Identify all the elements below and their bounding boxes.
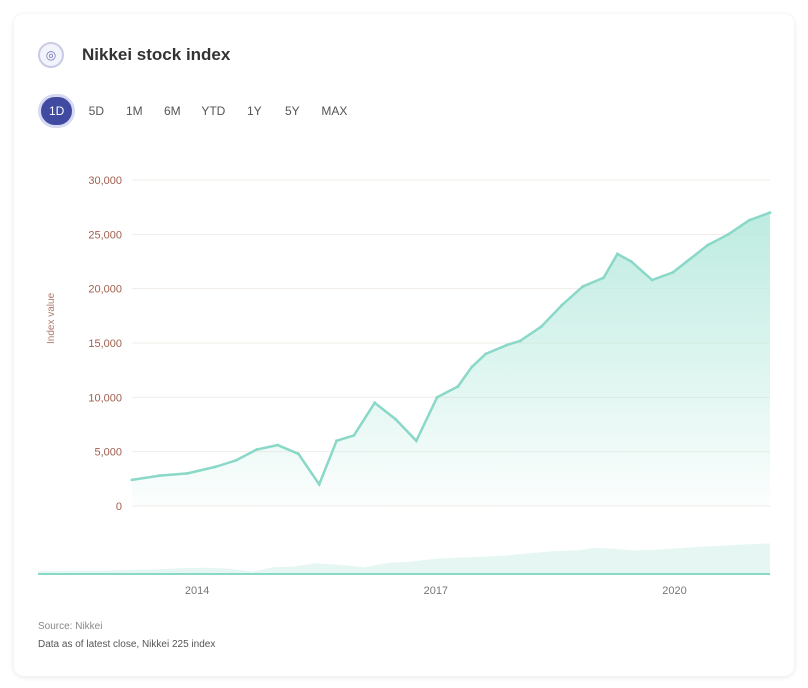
y-tick-label: 25,000 bbox=[88, 229, 122, 241]
data-point bbox=[539, 325, 543, 329]
data-point bbox=[747, 218, 751, 222]
data-point bbox=[650, 278, 654, 282]
data-point bbox=[581, 284, 585, 288]
range-button-1m[interactable]: 1M bbox=[126, 104, 143, 118]
range-button-max[interactable]: MAX bbox=[321, 104, 348, 118]
index-icon: ◎ bbox=[38, 42, 64, 68]
data-point bbox=[706, 243, 710, 247]
data-point bbox=[435, 395, 439, 399]
data-point bbox=[629, 260, 633, 263]
data-point bbox=[335, 439, 339, 443]
data-point bbox=[456, 384, 460, 388]
data-point bbox=[414, 439, 418, 443]
data-point bbox=[255, 447, 259, 451]
x-tick-label: 2020 bbox=[662, 585, 686, 597]
data-point bbox=[484, 352, 488, 356]
data-point bbox=[185, 471, 189, 475]
data-point bbox=[615, 252, 619, 256]
x-tick-label: 2017 bbox=[424, 585, 448, 597]
data-point bbox=[130, 478, 134, 482]
y-tick-label: 30,000 bbox=[88, 175, 122, 187]
y-tick-label: 5,000 bbox=[94, 447, 122, 459]
data-point bbox=[671, 270, 675, 274]
y-tick-label: 15,000 bbox=[88, 338, 122, 350]
data-point bbox=[352, 433, 356, 437]
data-point bbox=[470, 365, 474, 369]
data-point bbox=[296, 452, 300, 456]
range-button-5y[interactable]: 5Y bbox=[285, 104, 300, 118]
data-point bbox=[234, 458, 238, 462]
data-point bbox=[768, 211, 772, 215]
data-point bbox=[602, 276, 606, 280]
y-tick-label: 20,000 bbox=[88, 284, 122, 296]
range-button-1d[interactable]: 1D bbox=[38, 94, 76, 128]
chart-footer: Source: Nikkei Data as of latest close, … bbox=[38, 618, 215, 654]
data-point bbox=[685, 260, 689, 263]
data-point bbox=[158, 474, 162, 478]
data-point bbox=[213, 465, 217, 469]
navigator-area bbox=[38, 543, 770, 574]
area-chart: 0 5,000 10,000 15,000 20,000 25,000 30,000 2014… bbox=[38, 175, 772, 597]
chart-title: Nikkei stock index bbox=[82, 45, 231, 64]
source-label: Source: Nikkei bbox=[38, 621, 103, 632]
data-point bbox=[394, 417, 398, 421]
data-point bbox=[276, 443, 280, 447]
range-button-ytd[interactable]: YTD bbox=[201, 104, 226, 118]
data-point bbox=[560, 303, 564, 307]
chart-header: ◎ Nikkei stock index bbox=[38, 40, 230, 70]
footer-note: Data as of latest close, Nikkei 225 inde… bbox=[38, 639, 216, 650]
time-range-selector: 1D 5D 1M 6M YTD 1Y 5Y MAX bbox=[38, 94, 355, 128]
y-axis-label: Index value bbox=[46, 292, 57, 344]
y-tick-label: 10,000 bbox=[88, 392, 122, 404]
range-button-5d[interactable]: 5D bbox=[88, 104, 105, 118]
data-point bbox=[373, 401, 377, 405]
y-tick-label: 0 bbox=[116, 501, 122, 513]
data-point bbox=[504, 343, 508, 347]
data-point bbox=[317, 482, 321, 486]
series-area bbox=[132, 212, 770, 506]
range-button-6m[interactable]: 6M bbox=[164, 104, 181, 118]
data-point bbox=[518, 339, 522, 343]
range-button-1y[interactable]: 1Y bbox=[247, 104, 262, 118]
chart-card: ◎ Nikkei stock index 1D 5D 1M 6M YTD 1Y 5Y MAX … bbox=[14, 14, 794, 676]
x-tick-label: 2014 bbox=[185, 585, 209, 597]
data-point bbox=[726, 232, 730, 236]
